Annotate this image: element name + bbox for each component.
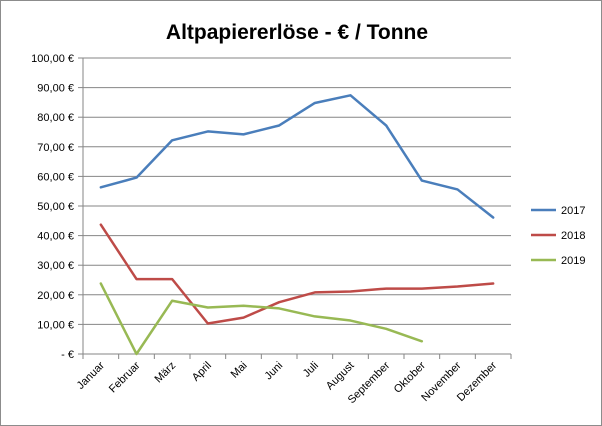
y-tick-label: 50,00 €	[37, 201, 74, 213]
x-tick-label: Dezember	[455, 359, 500, 404]
y-tick-label: 60,00 €	[37, 171, 74, 183]
series-line-2017	[99, 94, 495, 219]
series-line-2019	[99, 282, 424, 356]
y-tick-label: 90,00 €	[37, 83, 74, 95]
x-tick-label: August	[324, 360, 357, 393]
x-tick-label: April	[190, 360, 214, 384]
x-tick-label: Januar	[75, 359, 108, 392]
x-tick-label: Oktober	[392, 359, 428, 395]
y-tick-label: 30,00 €	[37, 260, 74, 272]
x-tick-label: Mai	[229, 360, 250, 381]
y-tick-label: 70,00 €	[37, 142, 74, 154]
legend-label-2019: 2019	[561, 255, 585, 267]
x-tick-label: Juni	[263, 360, 286, 383]
y-tick-label: 10,00 €	[37, 319, 74, 331]
y-axis: - € 10,00 € 20,00 € 30,00 € 40,00 € 50,00 € 60…	[31, 53, 84, 361]
y-tick-label: 40,00 €	[37, 231, 74, 243]
y-tick-label: 80,00 €	[37, 112, 74, 124]
legend-label-2018: 2018	[561, 230, 585, 242]
x-axis: Januar Februar März April Mai Juni Juli AugustS…	[75, 353, 512, 406]
x-tick-label: Juli	[301, 360, 321, 380]
y-tick-label: 20,00 €	[37, 290, 74, 302]
chart-title: Altpapiererlöse - € / Tonne	[166, 21, 428, 44]
x-tick-label: Februar	[107, 359, 143, 395]
legend-label-2017: 2017	[561, 205, 585, 217]
legend: 2017 2018 2019	[531, 205, 585, 267]
y-tick-label: - €	[61, 349, 74, 361]
gridlines	[83, 57, 511, 325]
y-tick-label: 100,00 €	[31, 53, 74, 65]
series-lines	[99, 94, 495, 356]
x-tick-label: März	[153, 360, 179, 386]
series-line-2018	[99, 223, 495, 325]
